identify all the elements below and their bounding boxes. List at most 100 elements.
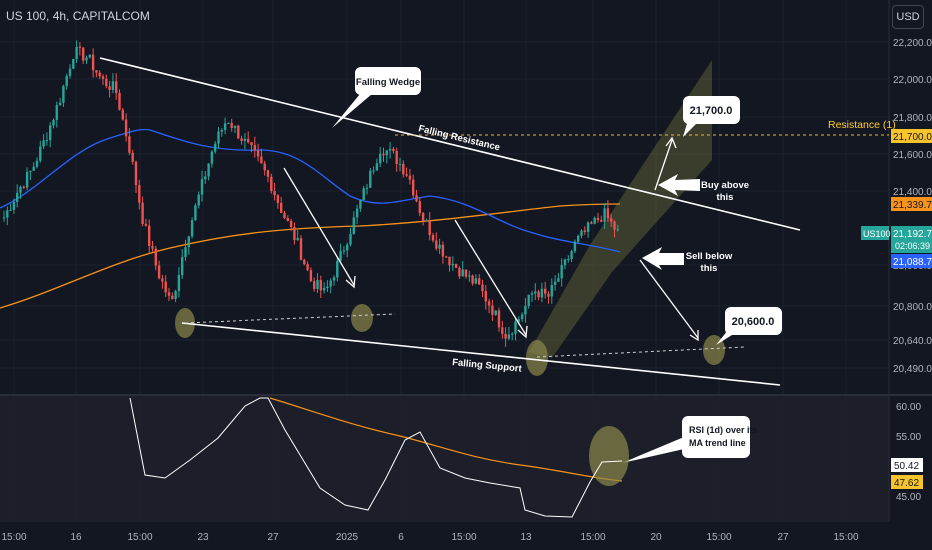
candle-body <box>313 281 316 289</box>
candle-body <box>514 321 517 334</box>
svg-text:21,339.7: 21,339.7 <box>893 200 932 211</box>
ma-orange-line <box>0 203 621 309</box>
candle-body <box>319 280 322 291</box>
symbol-badge: US100 <box>861 226 891 240</box>
candle-body <box>606 208 610 219</box>
svg-text:21,088.7: 21,088.7 <box>893 257 932 268</box>
candle-body <box>52 119 55 126</box>
target-high-callout[interactable]: 21,700.0 <box>683 96 740 137</box>
candle-body <box>329 280 332 287</box>
price-tick-label: 20,640.0 <box>893 336 932 347</box>
sell-below-label: Sell below this <box>686 251 733 274</box>
blue-ma-badge: 21,088.7 <box>891 254 932 268</box>
candle-body <box>527 294 530 306</box>
candle-body <box>544 288 547 294</box>
candle-body <box>280 202 283 213</box>
candle-body <box>128 136 131 153</box>
candle-body <box>184 247 187 258</box>
time-tick-label: 15:00 <box>706 532 731 543</box>
candle-body <box>237 125 240 139</box>
dotted-support-1 <box>184 313 396 324</box>
candle-body <box>35 160 39 167</box>
candle-body <box>263 163 266 171</box>
candle-body <box>405 174 408 176</box>
candle-body <box>171 295 174 299</box>
candle-body <box>375 163 379 171</box>
candle-body <box>461 269 464 277</box>
candle-body <box>134 161 138 186</box>
rsi-tick-label: 55.00 <box>896 432 921 443</box>
candle-body <box>157 265 161 279</box>
candle-body <box>131 152 134 162</box>
candle-body <box>342 250 346 252</box>
candle-body <box>293 227 296 241</box>
candle-body <box>339 251 342 261</box>
buy-above-label: Buy above this <box>701 180 749 203</box>
candle-body <box>431 235 435 241</box>
target-low-callout[interactable]: 20,600.0 <box>716 307 782 345</box>
symbol-title[interactable]: US 100, 4h, CAPITALCOM <box>6 9 150 23</box>
candle-body <box>115 81 118 93</box>
candle-body <box>537 291 540 298</box>
time-axis[interactable]: 15:00 16 15:00 23 27 2025 6 15:00 13 15:00 20 15:00… <box>1 532 858 543</box>
support-touch-marker-2 <box>351 304 373 332</box>
rsi-tick-label: 60.00 <box>896 402 921 413</box>
candle-body <box>174 291 177 299</box>
candle-body <box>247 138 250 143</box>
currency-button[interactable]: USD <box>892 5 924 29</box>
candle-body <box>306 264 309 271</box>
candle-body <box>22 186 25 188</box>
rsi-callout[interactable]: RSI (1d) over its MA trend line <box>622 416 760 463</box>
candle-body <box>101 76 105 79</box>
candle-body <box>563 259 567 266</box>
buy-above-arrow-icon <box>658 174 700 196</box>
candle-body <box>253 145 256 151</box>
candle-body <box>16 192 19 202</box>
candle-body <box>451 263 454 266</box>
ma-blue-line <box>0 128 621 253</box>
candle-body <box>326 286 329 288</box>
time-tick-label: 15:00 <box>1 532 26 543</box>
candle-body <box>12 201 16 210</box>
candle-body <box>276 195 280 203</box>
candle-body <box>256 150 260 157</box>
candle-body <box>385 150 388 156</box>
candle-body <box>227 123 230 125</box>
candle-body <box>138 185 141 203</box>
candle-body <box>392 148 395 151</box>
svg-text:02:06:39: 02:06:39 <box>895 241 930 251</box>
candle-body <box>487 301 491 306</box>
candle-body <box>91 54 95 71</box>
candle-body <box>217 131 220 144</box>
time-tick-label: 15:00 <box>127 532 152 543</box>
candle-body <box>197 194 200 206</box>
candle-body <box>454 263 458 268</box>
rsi-value-badge: 50.42 <box>891 458 923 472</box>
candle-body <box>273 191 276 196</box>
svg-text:21,700.0: 21,700.0 <box>893 132 932 143</box>
candle-body <box>299 238 303 260</box>
falling-support-line[interactable] <box>181 322 781 386</box>
svg-text:21,192.7: 21,192.7 <box>893 229 932 240</box>
candle-body <box>346 244 349 251</box>
candle-body <box>98 72 101 77</box>
candle-body <box>95 70 98 73</box>
candle-body <box>362 188 365 201</box>
rsi-axis[interactable]: 60.00 55.00 45.00 <box>896 402 921 503</box>
time-tick-label: 15:00 <box>451 532 476 543</box>
candle-body <box>517 319 520 322</box>
candle-body <box>491 305 494 315</box>
falling-wedge-callout[interactable]: Falling Wedge <box>332 67 421 128</box>
candle-body <box>570 251 573 259</box>
price-tick-label: 20,800.0 <box>893 302 932 313</box>
candle-body <box>435 240 438 249</box>
rsi-line <box>129 397 623 518</box>
svg-text:50.42: 50.42 <box>894 461 919 472</box>
candle-body <box>108 86 111 90</box>
candle-body <box>141 202 144 224</box>
candle-body <box>468 275 471 277</box>
candle-body <box>398 163 402 165</box>
rsi-note-text: RSI (1d) over its MA trend line <box>689 425 760 448</box>
falling-resistance-line[interactable] <box>99 57 801 231</box>
